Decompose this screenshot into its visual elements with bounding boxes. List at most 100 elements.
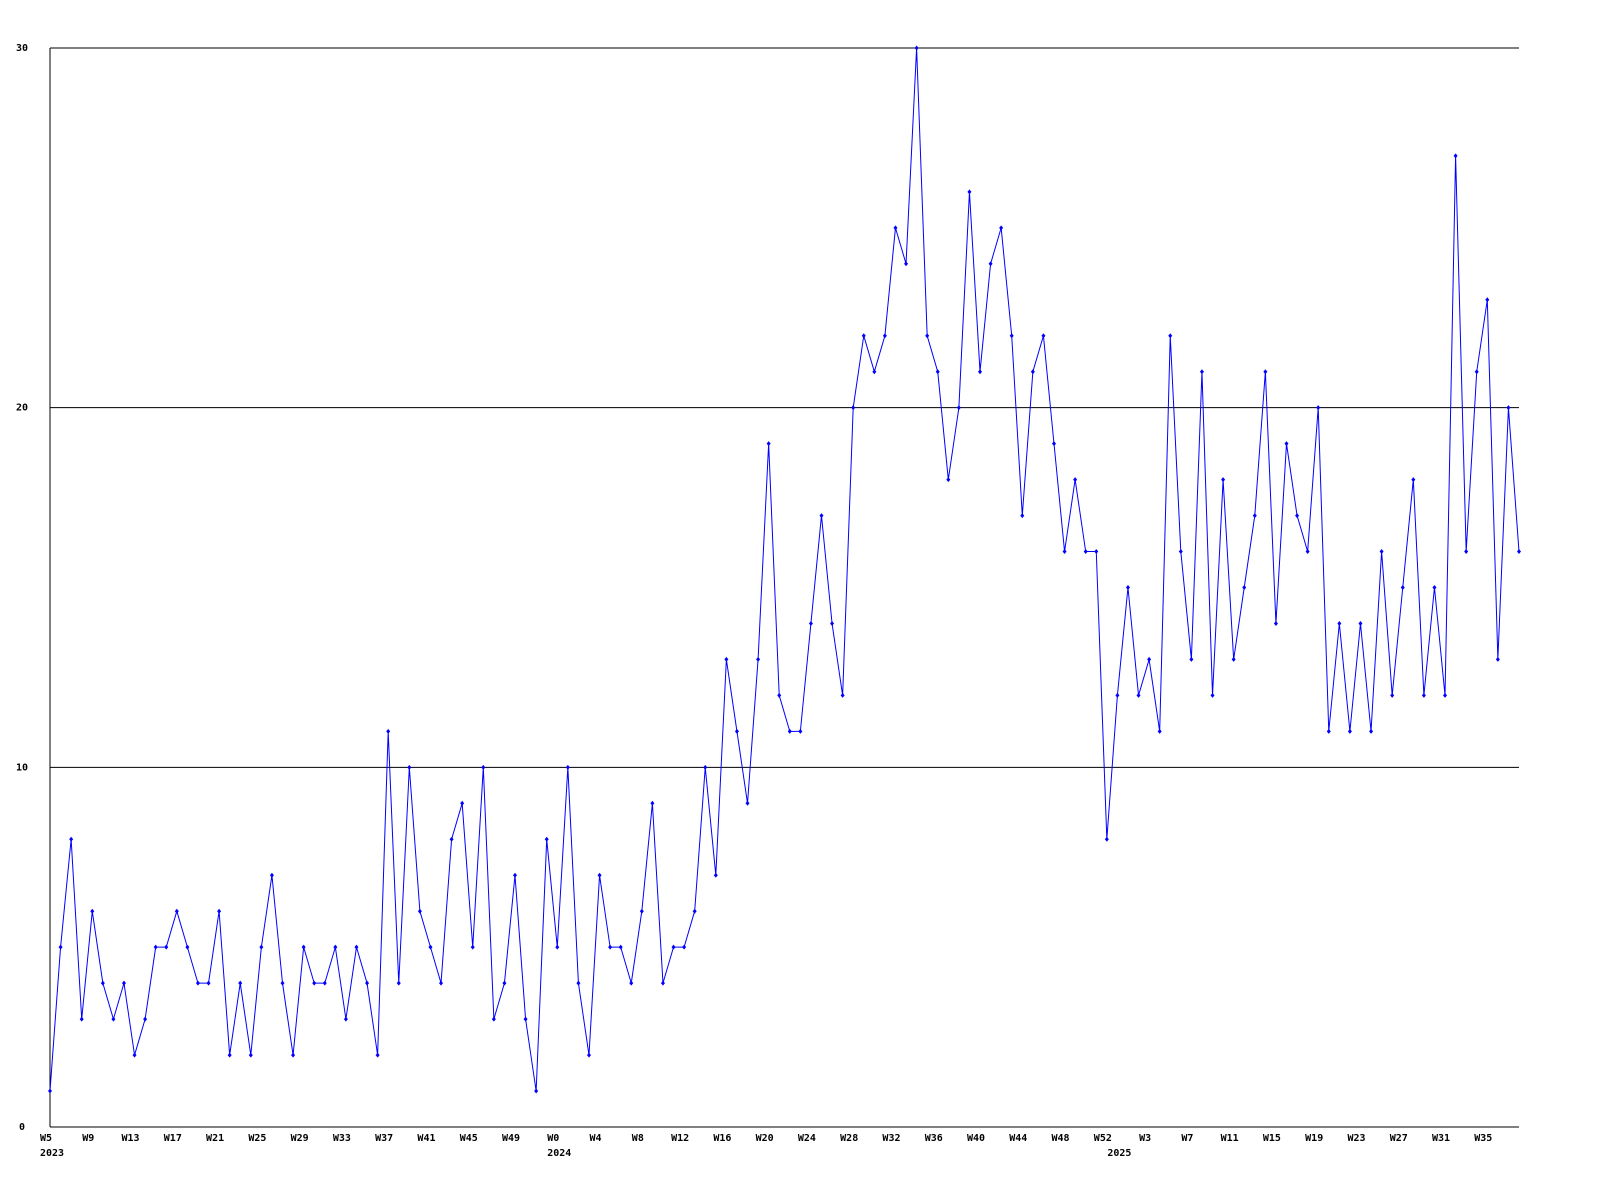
x-tick-label: W36	[925, 1133, 943, 1144]
data-point	[1411, 477, 1416, 483]
data-point	[1009, 333, 1014, 339]
data-point	[301, 944, 306, 950]
data-point	[967, 189, 972, 195]
data-point	[724, 656, 729, 662]
data-point	[1125, 585, 1130, 590]
data-point	[1517, 549, 1521, 555]
data-point	[1189, 656, 1194, 662]
data-point	[1252, 513, 1257, 519]
data-point	[1136, 692, 1141, 698]
data-point	[830, 620, 835, 626]
data-point	[69, 836, 74, 842]
data-point	[365, 980, 370, 986]
data-point	[639, 908, 644, 914]
x-tick-label: W3	[1139, 1133, 1151, 1144]
x-tick-label: W25	[248, 1133, 266, 1144]
x-tick-label: W7	[1181, 1133, 1193, 1144]
data-point	[48, 1088, 52, 1094]
data-point	[164, 944, 169, 950]
data-point	[703, 764, 708, 770]
data-point	[682, 944, 687, 950]
data-point	[1295, 513, 1300, 519]
x-tick-label: W12	[671, 1133, 689, 1144]
data-point	[1115, 692, 1120, 698]
data-point	[1083, 549, 1088, 555]
data-point	[90, 908, 95, 914]
x-tick-label: W11	[1221, 1133, 1239, 1144]
data-point	[238, 980, 243, 986]
data-point	[914, 45, 919, 51]
y-tick-label: 0	[19, 1122, 25, 1133]
data-point	[1168, 333, 1173, 339]
data-point	[449, 836, 454, 842]
data-point	[386, 728, 391, 734]
y-tick-label: 10	[16, 762, 28, 773]
data-point	[227, 1052, 232, 1058]
x-tick-label: W32	[882, 1133, 900, 1144]
data-point	[121, 980, 126, 986]
data-point	[787, 728, 792, 734]
x-tick-label: W27	[1390, 1133, 1408, 1144]
data-point	[597, 872, 602, 878]
data-point	[111, 1016, 116, 1022]
data-point	[132, 1052, 137, 1058]
data-point	[417, 908, 422, 914]
data-point	[1073, 477, 1078, 483]
data-point	[1178, 549, 1183, 555]
data-point	[153, 944, 158, 950]
data-point	[439, 980, 444, 986]
data-point	[946, 477, 951, 483]
data-point	[692, 908, 697, 914]
data-point	[565, 764, 570, 770]
data-point	[333, 944, 338, 950]
data-point	[523, 1016, 528, 1022]
data-point	[1199, 369, 1204, 375]
data-point	[1347, 728, 1352, 734]
data-point	[470, 944, 475, 950]
data-point	[79, 1016, 84, 1022]
data-point	[206, 980, 211, 986]
data-point	[1326, 728, 1331, 734]
data-point	[291, 1052, 296, 1058]
x-tick-label: W0	[547, 1133, 559, 1144]
x-tick-label: W17	[164, 1133, 182, 1144]
data-point	[217, 908, 222, 914]
x-tick-label: W13	[122, 1133, 140, 1144]
data-point	[534, 1088, 539, 1094]
data-point	[1506, 405, 1511, 411]
x-tick-label: W45	[460, 1133, 478, 1144]
x-tick-label: W23	[1347, 1133, 1365, 1144]
data-point	[650, 800, 655, 806]
data-point	[1316, 405, 1321, 411]
data-point	[1062, 549, 1067, 555]
data-point	[999, 225, 1004, 231]
data-point	[798, 728, 803, 734]
data-point	[1358, 620, 1363, 626]
data-point	[1231, 656, 1236, 662]
x-tick-label: W9	[82, 1133, 94, 1144]
data-point	[576, 980, 581, 986]
data-point	[1094, 549, 1099, 555]
data-point	[935, 369, 940, 375]
data-point	[766, 441, 771, 447]
data-point	[851, 405, 856, 411]
y-tick-label: 20	[16, 403, 28, 414]
data-point	[608, 944, 613, 950]
data-point	[713, 872, 718, 878]
x-tick-label: W15	[1263, 1133, 1281, 1144]
x-tick-label: W33	[333, 1133, 351, 1144]
data-point	[100, 980, 105, 986]
x-tick-label: W49	[502, 1133, 520, 1144]
x-tick-label: W8	[632, 1133, 644, 1144]
x-tick-label: W37	[375, 1133, 393, 1144]
x-tick-label: W4	[590, 1133, 602, 1144]
data-point	[1305, 549, 1310, 555]
data-point	[956, 405, 961, 411]
data-point	[1485, 297, 1490, 303]
x-tick-label: W5	[40, 1133, 52, 1144]
data-point	[1464, 549, 1469, 555]
data-point	[544, 836, 549, 842]
data-point	[1051, 441, 1056, 447]
data-point	[322, 980, 327, 986]
data-point	[1400, 585, 1405, 590]
